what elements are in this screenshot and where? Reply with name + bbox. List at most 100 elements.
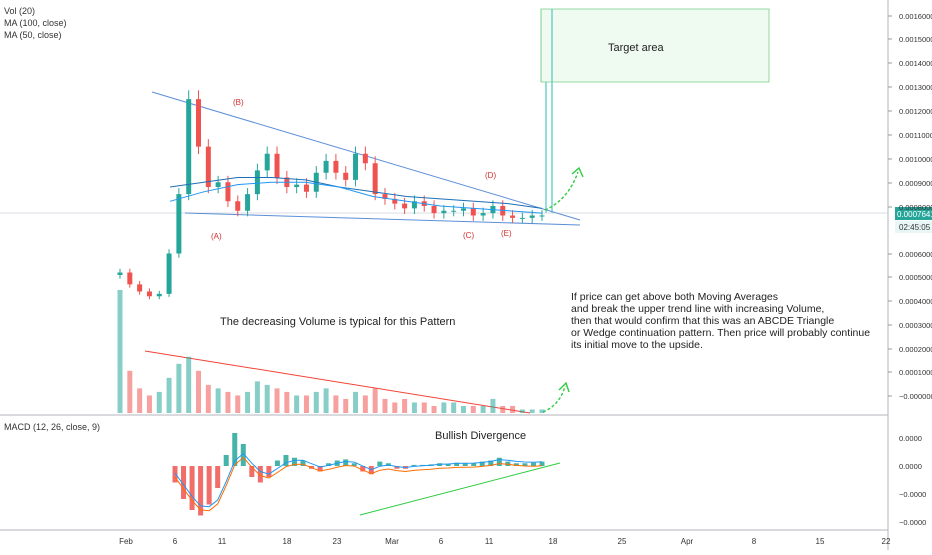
volume-bar [274, 388, 280, 413]
volume-bar [343, 398, 349, 413]
candle-body [235, 201, 241, 211]
volume-bar [362, 395, 368, 413]
wave-label-e: (E) [501, 229, 512, 238]
price-tick-label: 0.0008000 [899, 203, 932, 212]
macd-histogram-bar [317, 466, 323, 472]
price-tick-label: −0.0000000 [899, 392, 932, 401]
volume-bar [176, 363, 182, 413]
ma100-line [169, 177, 543, 209]
candle-body [294, 184, 300, 187]
volume-bar [254, 381, 260, 413]
volume-bar [470, 405, 476, 413]
volume-bar [245, 391, 251, 413]
macd-histogram-bar [291, 457, 297, 466]
candle-body [460, 208, 466, 211]
candle-body [372, 163, 378, 195]
macd-histogram-bar [240, 444, 246, 466]
volume-bar [441, 402, 447, 413]
candle-body [274, 153, 280, 178]
wave-label-c: (C) [463, 231, 474, 240]
signal-line [174, 456, 543, 512]
candle-body [176, 194, 182, 254]
price-tick-label: 0.0016000 [899, 12, 932, 21]
candle-body [343, 172, 349, 180]
macd-histogram-bar [351, 463, 357, 466]
macd-histogram-bar [326, 463, 332, 466]
lower-trendline [184, 212, 581, 226]
macd-histogram-bar [454, 462, 460, 466]
analysis-line: If price can get above both Moving Avera… [571, 291, 778, 303]
price-tick-label: 0.0013000 [899, 83, 932, 92]
price-tick-label: 0.0014000 [899, 59, 932, 68]
price-tick-label: 0.0003000 [899, 321, 932, 330]
candle-body [127, 272, 133, 285]
volume-layer [117, 290, 545, 413]
divergence-label: Bullish Divergence [435, 430, 526, 442]
volume-bar [117, 290, 123, 413]
volume-bar [519, 409, 525, 413]
macd-histogram-bar [189, 466, 195, 510]
volume-bar [196, 370, 202, 413]
candle-body [519, 217, 525, 219]
macd-histogram-bar [471, 463, 477, 466]
volume-bar [235, 395, 241, 413]
macd-histogram-bar [249, 466, 255, 477]
volume-bar [421, 402, 427, 413]
time-tick-label: 11 [485, 537, 494, 546]
candle-body [166, 253, 172, 294]
macd-histogram-bar [530, 462, 536, 466]
volume-bar [166, 377, 172, 413]
breakout-arrow [544, 171, 579, 211]
price-tick-label: 0.0011000 [899, 131, 932, 140]
candle-body [156, 293, 162, 297]
volume-bar [539, 409, 545, 413]
macd-histogram-bar [206, 466, 212, 505]
time-tick-label: Feb [119, 537, 133, 546]
candle-body [205, 146, 211, 187]
macd-histogram-bar [223, 455, 229, 466]
volume-bar [323, 388, 329, 413]
candle-body [402, 203, 408, 209]
ma50-label: MA (50, close) [4, 30, 62, 40]
price-tick-label: 0.0004000 [899, 297, 932, 306]
price-tick-label: 0.0012000 [899, 107, 932, 116]
volume-bar [451, 402, 457, 413]
analysis-line: its initial move to the upside. [571, 339, 703, 351]
price-tick-label: 0.0009000 [899, 179, 932, 188]
macd-histogram-bar [274, 460, 280, 466]
price-tick-label: 0.0006000 [899, 250, 932, 259]
candle-body [451, 210, 457, 212]
axis-ticks-layer: 0.0016000 0.0015000 0.0014000 0.0013000 0.00… [119, 12, 932, 546]
price-tick-label: 0.0015000 [899, 35, 932, 44]
time-tick-label: 6 [173, 537, 178, 546]
analysis-line: and break the upper trend line with incr… [571, 303, 824, 315]
macd-histogram-bar [539, 461, 545, 466]
volume-bar [294, 395, 300, 413]
candle-body [480, 213, 486, 216]
candle-body [196, 99, 202, 147]
volume-bar [490, 398, 496, 413]
volume-bar [431, 405, 437, 413]
volume-bar [460, 405, 466, 413]
ma100-label: MA (100, close) [4, 18, 67, 28]
target-area-label: Target area [608, 42, 665, 54]
candle-body [225, 182, 231, 202]
volume-bar [264, 384, 270, 413]
time-tick-label: 15 [816, 537, 825, 546]
time-tick-label: 18 [283, 537, 292, 546]
macd-tick-label: −0.0000 [899, 518, 926, 527]
volume-bar [225, 391, 231, 413]
ma50-line [169, 181, 543, 214]
volume-bar [313, 391, 319, 413]
macd-layer [172, 433, 545, 516]
macd-histogram-bar [343, 459, 349, 466]
time-tick-label: 22 [882, 537, 891, 546]
macd-tick-label: −0.0000 [899, 490, 926, 499]
macd-histogram-bar [377, 461, 383, 466]
volume-bar [186, 356, 192, 413]
volume-bar [353, 391, 359, 413]
current-price-tag [895, 207, 932, 220]
breakout-arrowhead-icon [571, 166, 584, 178]
